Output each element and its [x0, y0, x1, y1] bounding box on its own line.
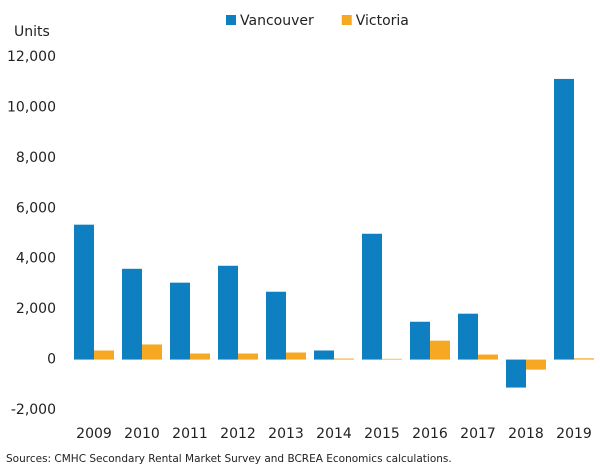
legend-swatch [341, 15, 352, 25]
bar [74, 224, 94, 360]
y-tick-label: 4,000 [16, 251, 56, 267]
bar [334, 358, 354, 360]
x-tick-label: 2009 [76, 426, 112, 442]
y-tick-label: 6,000 [16, 200, 56, 216]
bar [526, 359, 546, 370]
bar [410, 321, 430, 360]
bar [574, 358, 594, 360]
y-tick-label: 12,000 [7, 49, 56, 65]
x-tick-label: 2016 [412, 426, 448, 442]
x-tick-label: 2015 [364, 426, 400, 442]
bar [382, 358, 402, 360]
bar [142, 344, 162, 360]
x-tick-label: 2019 [556, 426, 592, 442]
x-tick-label: 2010 [124, 426, 160, 442]
bar [478, 354, 498, 360]
y-tick-label: 10,000 [7, 99, 56, 115]
bar [554, 78, 574, 360]
bar [238, 353, 258, 360]
bar [314, 350, 334, 360]
source-note: Sources: CMHC Secondary Rental Market Su… [6, 453, 452, 465]
legend-label: Vancouver [240, 13, 314, 29]
x-tick-label: 2013 [268, 426, 304, 442]
bar [170, 282, 190, 360]
x-tick-label: 2011 [172, 426, 208, 442]
legend-swatch [226, 15, 236, 25]
bar [190, 353, 210, 360]
bar [458, 313, 478, 360]
y-tick-label: 8,000 [16, 150, 56, 166]
bar [362, 233, 382, 360]
x-tick-label: 2012 [220, 426, 256, 442]
bar [94, 350, 114, 360]
bar [430, 340, 450, 360]
bar [286, 352, 306, 360]
x-tick-label: 2017 [460, 426, 496, 442]
bar [506, 359, 526, 388]
legend-label: Victoria [356, 13, 409, 29]
bar [122, 268, 142, 360]
y-axis-label: Units [14, 24, 50, 40]
y-tick-label: 2,000 [16, 301, 56, 317]
x-tick-label: 2018 [508, 426, 544, 442]
y-tick-label: -2,000 [11, 402, 56, 418]
bar [266, 291, 286, 360]
bar [218, 265, 238, 360]
y-tick-label: 0 [47, 352, 56, 368]
x-tick-label: 2014 [316, 426, 352, 442]
